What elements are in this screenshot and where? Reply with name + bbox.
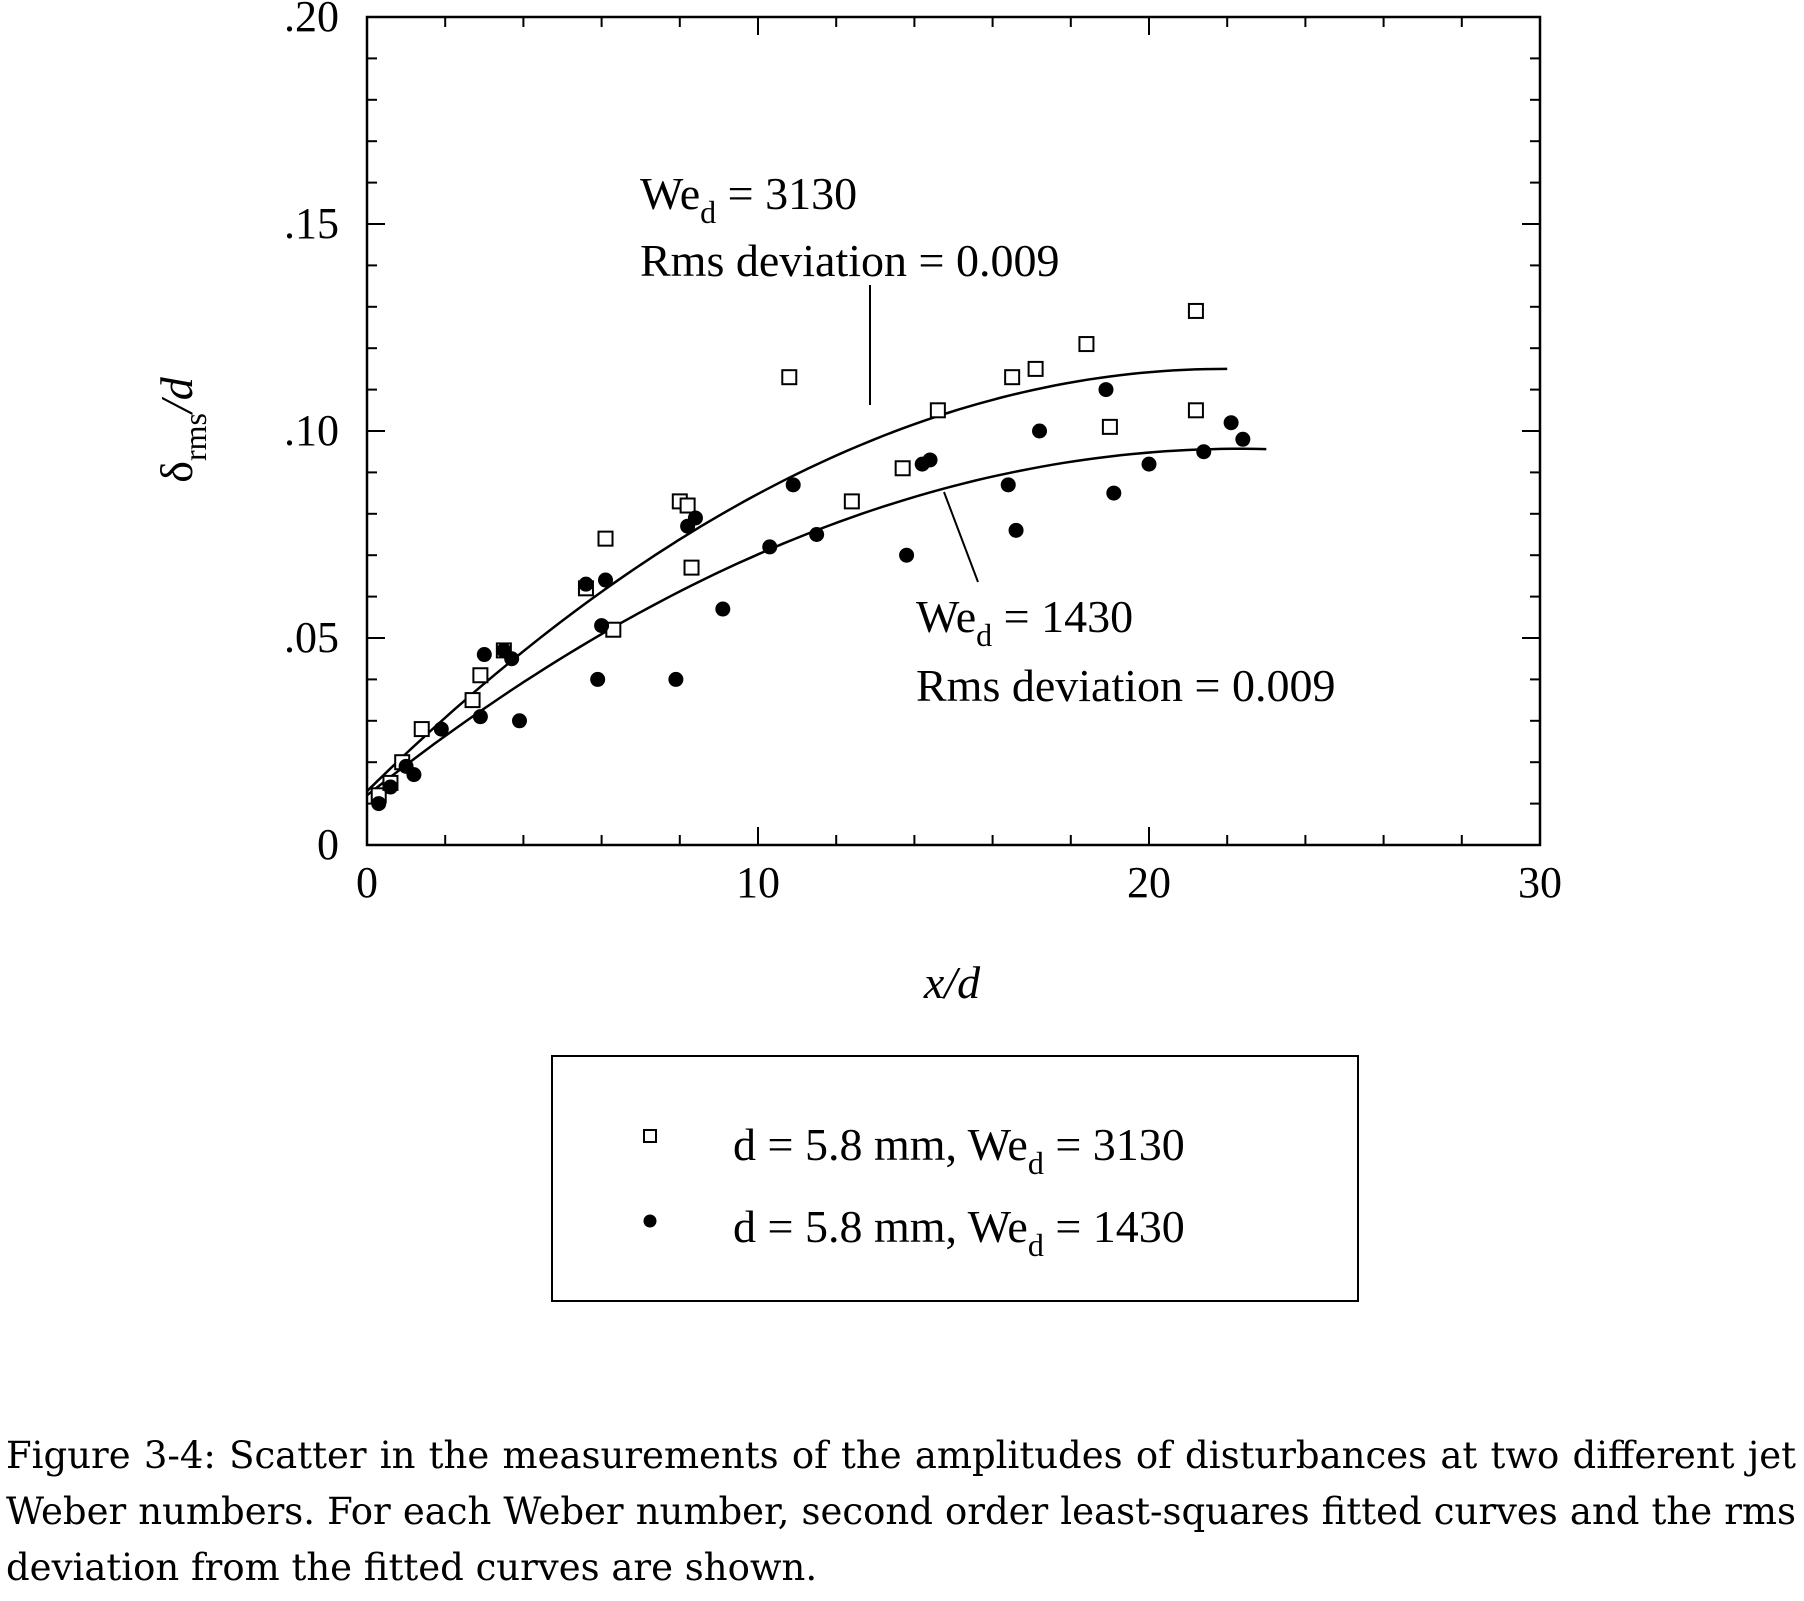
axis-ticks (366, 16, 1541, 846)
legend-entry-3130: d = 5.8 mm, Wed = 3130 (733, 1119, 1185, 1181)
data-point-open-square (1187, 302, 1204, 319)
annotation-3130-line1: Wed = 3130 (640, 168, 857, 230)
y-tick-label: .05 (284, 613, 339, 662)
scatter-chart: 0 10 20 30 0 .05 .10 .15 .20 Wed = 3130 Rms devi… (151, 0, 1562, 1302)
data-point-filled-circle (899, 547, 915, 563)
data-point-open-square (894, 460, 911, 477)
y-tick-label: 0 (317, 820, 339, 869)
data-point-filled-circle (476, 647, 492, 663)
y-tick-label: .20 (284, 0, 339, 41)
annotation-1430-line1: Wed = 1430 (916, 591, 1133, 653)
plot-frame (365, 15, 1542, 847)
data-point-open-square (781, 369, 798, 386)
data-point-filled-circle (687, 510, 703, 526)
data-point-filled-circle (1223, 415, 1239, 431)
data-point-filled-circle (382, 779, 398, 795)
data-point-filled-circle (1235, 431, 1251, 447)
data-point-filled-circle (668, 671, 684, 687)
data-point-filled-circle (809, 527, 825, 542)
data-point-open-square (1078, 336, 1095, 353)
data-point-filled-circle (594, 618, 610, 634)
x-tick-label: 20 (1127, 858, 1171, 907)
data-point-open-square (472, 667, 489, 684)
y-tick-label: .15 (284, 199, 339, 248)
x-axis-label: x/d (923, 957, 981, 1008)
data-point-filled-circle (578, 576, 594, 592)
data-point-filled-circle (785, 477, 801, 493)
data-point-filled-circle (511, 713, 527, 729)
legend-frame (551, 1055, 1359, 1302)
axis-tick-labels: 0 10 20 30 0 .05 .10 .15 .20 (284, 0, 1562, 907)
data-point-filled-circle (406, 767, 422, 783)
data-point-filled-circle (433, 721, 449, 737)
legend-marker-open-square (643, 1129, 657, 1143)
data-point-filled-circle (472, 709, 488, 725)
data-point-filled-circle (504, 651, 520, 667)
data-point-filled-circle (1106, 485, 1122, 501)
data-point-filled-circle (762, 539, 778, 555)
data-point-open-square (929, 402, 946, 419)
y-axis-label: δrms/d (151, 376, 213, 482)
y-tick-label: .10 (284, 406, 339, 455)
data-point-open-square (597, 530, 614, 547)
legend: d = 5.8 mm, Wed = 3130 d = 5.8 mm, Wed =… (551, 1055, 1359, 1302)
figure-caption: Figure 3-4: Scatter in the measurements … (6, 1434, 1796, 1589)
data-point-open-square (679, 497, 696, 514)
fitted-curves (366, 367, 1267, 797)
data-points (370, 302, 1251, 812)
data-point-filled-circle (1098, 382, 1114, 398)
data-point-open-square (464, 692, 481, 709)
annotation-1430-line2: Rms deviation = 0.009 (916, 660, 1335, 711)
data-point-open-square (1187, 402, 1204, 419)
legend-marker-filled-circle (643, 1214, 657, 1228)
x-tick-label: 30 (1518, 858, 1562, 907)
data-point-filled-circle (1196, 444, 1212, 460)
x-tick-label: 10 (736, 858, 780, 907)
fit-curve-3130 (366, 367, 1228, 793)
annotation-leader-1430 (943, 491, 979, 583)
data-point-filled-circle (922, 452, 938, 468)
data-point-open-square (1101, 418, 1118, 435)
data-point-filled-circle (715, 601, 731, 617)
data-point-open-square (1004, 369, 1021, 386)
data-point-filled-circle (1032, 423, 1048, 439)
data-point-open-square (1027, 360, 1044, 377)
data-point-filled-circle (1008, 522, 1024, 538)
legend-entry-1430: d = 5.8 mm, Wed = 1430 (733, 1201, 1185, 1263)
data-point-filled-circle (590, 671, 606, 687)
data-point-filled-circle (1141, 456, 1157, 472)
data-point-open-square (683, 559, 700, 576)
data-point-filled-circle (1000, 477, 1016, 493)
data-point-filled-circle (598, 572, 614, 588)
annotation-3130-line2: Rms deviation = 0.009 (640, 235, 1059, 286)
data-point-filled-circle (371, 796, 387, 812)
x-tick-label: 0 (356, 858, 378, 907)
data-point-open-square (843, 493, 860, 510)
data-point-open-square (413, 721, 430, 738)
